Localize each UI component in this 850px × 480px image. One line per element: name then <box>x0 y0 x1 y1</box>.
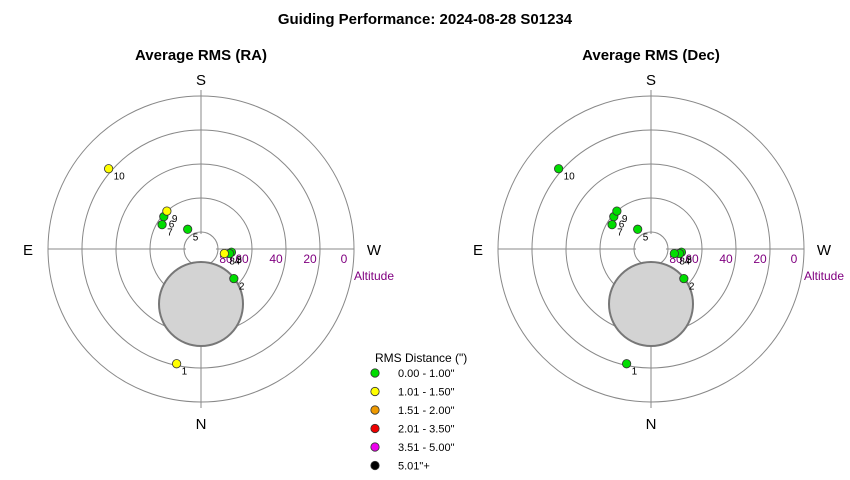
moon-disc <box>608 261 694 347</box>
direction-label-bottom: N <box>646 416 657 433</box>
zenith-area <box>636 234 666 264</box>
direction-label-bottom: N <box>196 416 207 433</box>
legend-swatch-1 <box>370 386 380 397</box>
legend-item-5: 5.01"+ <box>398 461 430 473</box>
legend-swatch-5 <box>370 460 380 471</box>
direction-label-right: W <box>817 242 832 259</box>
data-point-2 <box>679 273 689 284</box>
point-label-5: 5 <box>643 232 649 243</box>
point-label-3: 3 <box>236 255 242 266</box>
polar-plot-ra: Average RMS (RA)SNE W80 60 40 20 0Altitude123… <box>23 47 394 433</box>
point-label-10: 10 <box>114 172 126 183</box>
data-point-10 <box>554 164 564 174</box>
direction-label-left: E <box>23 242 33 259</box>
direction-label-right: W <box>367 242 382 259</box>
legend-swatch-3 <box>370 423 380 434</box>
legend-item-0: 0.00 - 1.00" <box>398 368 455 380</box>
altitude-tick-label: 0 <box>791 252 798 266</box>
altitude-tick-label: 20 <box>753 252 767 266</box>
point-label-9: 9 <box>172 214 178 225</box>
point-label-8: 8 <box>229 257 235 268</box>
point-label-1: 1 <box>632 367 638 378</box>
direction-label-top: S <box>196 72 206 89</box>
data-point-9 <box>162 206 172 216</box>
figure-title: Guiding Performance: 2024-08-28 S01234 <box>278 11 573 28</box>
legend-swatch-0 <box>370 368 380 378</box>
data-point-5 <box>633 224 643 234</box>
moon-disc <box>158 261 244 347</box>
point-label-6: 6 <box>619 220 625 231</box>
direction-label-left: E <box>473 242 483 259</box>
altitude-axis-label: Altitude <box>804 269 844 283</box>
data-point-7 <box>157 220 167 230</box>
altitude-tick-label: 20 <box>303 252 317 266</box>
data-point-8 <box>219 248 229 259</box>
point-label-2: 2 <box>689 282 695 293</box>
legend-item-4: 3.51 - 5.00" <box>398 442 455 454</box>
point-label-8: 8 <box>679 257 685 268</box>
point-label-5: 5 <box>193 232 199 243</box>
legend-swatch-2 <box>370 405 380 415</box>
data-point-10 <box>104 164 114 174</box>
legend-swatch-4 <box>370 442 380 452</box>
data-point-9 <box>612 206 622 216</box>
altitude-tick-label: 60 <box>685 252 699 266</box>
data-point-8 <box>669 248 679 259</box>
plot-title: Average RMS (Dec) <box>582 47 720 64</box>
legend-item-2: 1.51 - 2.00" <box>398 405 455 417</box>
altitude-tick-label: 0 <box>341 252 348 266</box>
altitude-tick-label: 40 <box>719 252 733 266</box>
data-point-7 <box>607 220 617 230</box>
point-label-4: 4 <box>235 257 241 268</box>
point-label-1: 1 <box>182 367 188 378</box>
point-label-10: 10 <box>564 172 576 183</box>
zenith-area <box>186 234 216 264</box>
legend-item-3: 2.01 - 3.50" <box>398 424 455 436</box>
plot-title: Average RMS (RA) <box>135 47 267 64</box>
data-point-5 <box>183 224 193 234</box>
data-point-1 <box>172 359 182 369</box>
point-label-9: 9 <box>622 214 628 225</box>
point-label-6: 6 <box>169 220 175 231</box>
point-label-4: 4 <box>685 257 691 268</box>
altitude-tick-label: 40 <box>269 252 283 266</box>
point-label-2: 2 <box>239 282 245 293</box>
point-label-7: 7 <box>167 228 173 239</box>
point-label-7: 7 <box>617 228 623 239</box>
polar-plot-dec: Average RMS (Dec)SNE W80 60 40 20 0Altitude12… <box>473 47 844 433</box>
direction-label-top: S <box>646 72 656 89</box>
point-label-3: 3 <box>686 255 692 266</box>
legend-title: RMS Distance (") <box>375 351 467 365</box>
data-point-2 <box>229 273 239 284</box>
legend-item-1: 1.01 - 1.50" <box>398 387 455 399</box>
altitude-tick-label: 60 <box>235 252 249 266</box>
legend: RMS Distance (") 0.00 - 1.00" 1.01 - 1.50… <box>370 351 467 473</box>
altitude-axis-label: Altitude <box>354 269 394 283</box>
data-point-1 <box>622 359 632 369</box>
